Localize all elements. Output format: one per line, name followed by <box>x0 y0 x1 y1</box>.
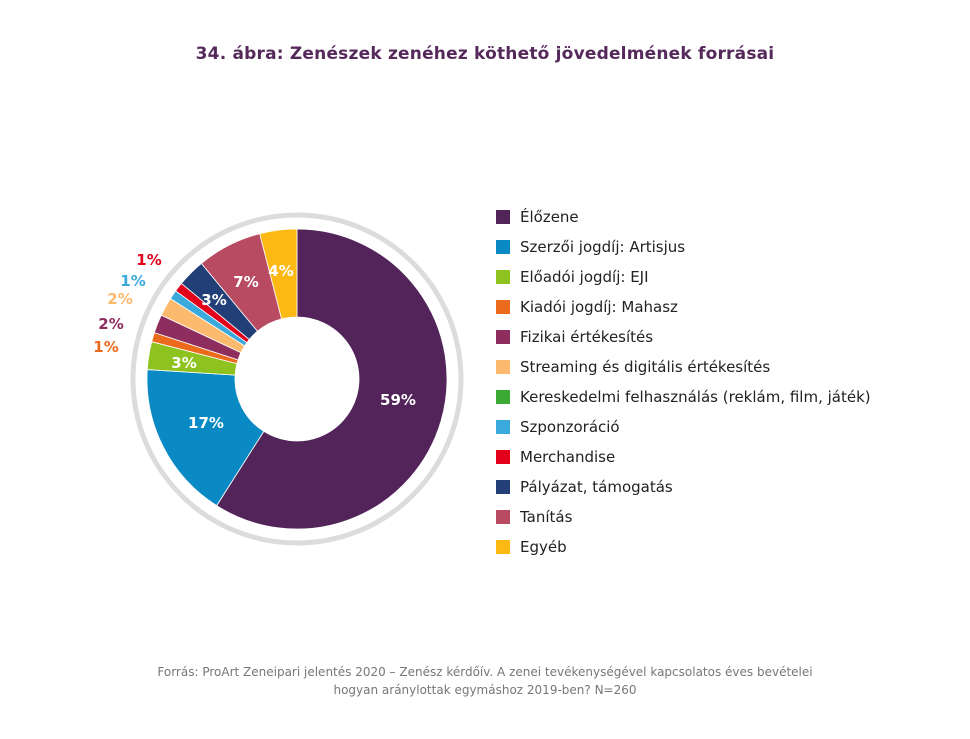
legend-label: Fizikai értékesítés <box>520 328 654 346</box>
legend-label: Merchandise <box>520 448 616 466</box>
data-label-tanitas: 7% <box>233 273 258 291</box>
data-label-streaming: 2% <box>107 290 132 308</box>
outer-ring <box>130 212 464 546</box>
legend-swatch <box>496 480 510 494</box>
legend-label: Szerzői jogdíj: Artisjus <box>520 238 686 256</box>
legend-swatch <box>496 450 510 464</box>
data-label-fizikai-ertekesites: 2% <box>98 315 123 333</box>
footnote: Forrás: ProArt Zeneipari jelentés 2020 –… <box>0 663 970 699</box>
legend-label: Pályázat, támogatás <box>520 478 673 496</box>
legend-label: Kereskedelmi felhasználás (reklám, film,… <box>520 388 871 406</box>
legend-item-palyazat: Pályázat, támogatás <box>496 472 871 502</box>
legend-item-fizikai-ertekesites: Fizikai értékesítés <box>496 322 871 352</box>
legend-item-kiadoi-jogdij: Kiadói jogdíj: Mahasz <box>496 292 871 322</box>
legend-swatch <box>496 420 510 434</box>
legend-item-eloadoi-jogdij: Előadói jogdíj: EJI <box>496 262 871 292</box>
footnote-line-2: hogyan aránylottak egymáshoz 2019-ben? N… <box>333 683 637 697</box>
data-label-szerzoi-jogdij: 17% <box>188 414 224 432</box>
legend-swatch <box>496 540 510 554</box>
legend-swatch <box>496 360 510 374</box>
data-label-palyazat: 3% <box>201 291 226 309</box>
legend-item-egyeb: Egyéb <box>496 532 871 562</box>
legend-item-szerzoi-jogdij: Szerzői jogdíj: Artisjus <box>496 232 871 262</box>
legend-item-tanitas: Tanítás <box>496 502 871 532</box>
legend-item-merchandise: Merchandise <box>496 442 871 472</box>
chart-title: 34. ábra: Zenészek zenéhez köthető jöved… <box>195 44 775 64</box>
legend-label: Kiadói jogdíj: Mahasz <box>520 298 678 316</box>
legend: Élőzene Szerzői jogdíj: Artisjus Előadói j… <box>496 202 871 562</box>
legend-label: Streaming és digitális értékesítés <box>520 358 771 376</box>
legend-item-kereskedelmi-felhasznalas: Kereskedelmi felhasználás (reklám, film,… <box>496 382 871 412</box>
data-label-egyeb: 4% <box>268 262 293 280</box>
legend-label: Szponzoráció <box>520 418 620 436</box>
data-label-szponzoracio: 1% <box>120 272 145 290</box>
legend-label: Egyéb <box>520 538 567 556</box>
donut-hole <box>235 317 359 441</box>
legend-item-streaming: Streaming és digitális értékesítés <box>496 352 871 382</box>
legend-label: Élőzene <box>520 208 579 226</box>
legend-label: Tanítás <box>520 508 573 526</box>
legend-swatch <box>496 270 510 284</box>
data-label-kiadoi-jogdij: 1% <box>93 338 118 356</box>
legend-item-elozene: Élőzene <box>496 202 871 232</box>
legend-swatch <box>496 390 510 404</box>
footnote-line-1: Forrás: ProArt Zeneipari jelentés 2020 –… <box>157 665 813 679</box>
legend-swatch <box>496 330 510 344</box>
legend-swatch <box>496 240 510 254</box>
legend-swatch <box>496 510 510 524</box>
legend-label: Előadói jogdíj: EJI <box>520 268 649 286</box>
data-label-eloadoi-jogdij: 3% <box>171 354 196 372</box>
legend-swatch <box>496 210 510 224</box>
data-label-elozene: 59% <box>380 391 416 409</box>
legend-swatch <box>496 300 510 314</box>
data-label-merchandise: 1% <box>136 251 161 269</box>
legend-item-szponzoracio: Szponzoráció <box>496 412 871 442</box>
